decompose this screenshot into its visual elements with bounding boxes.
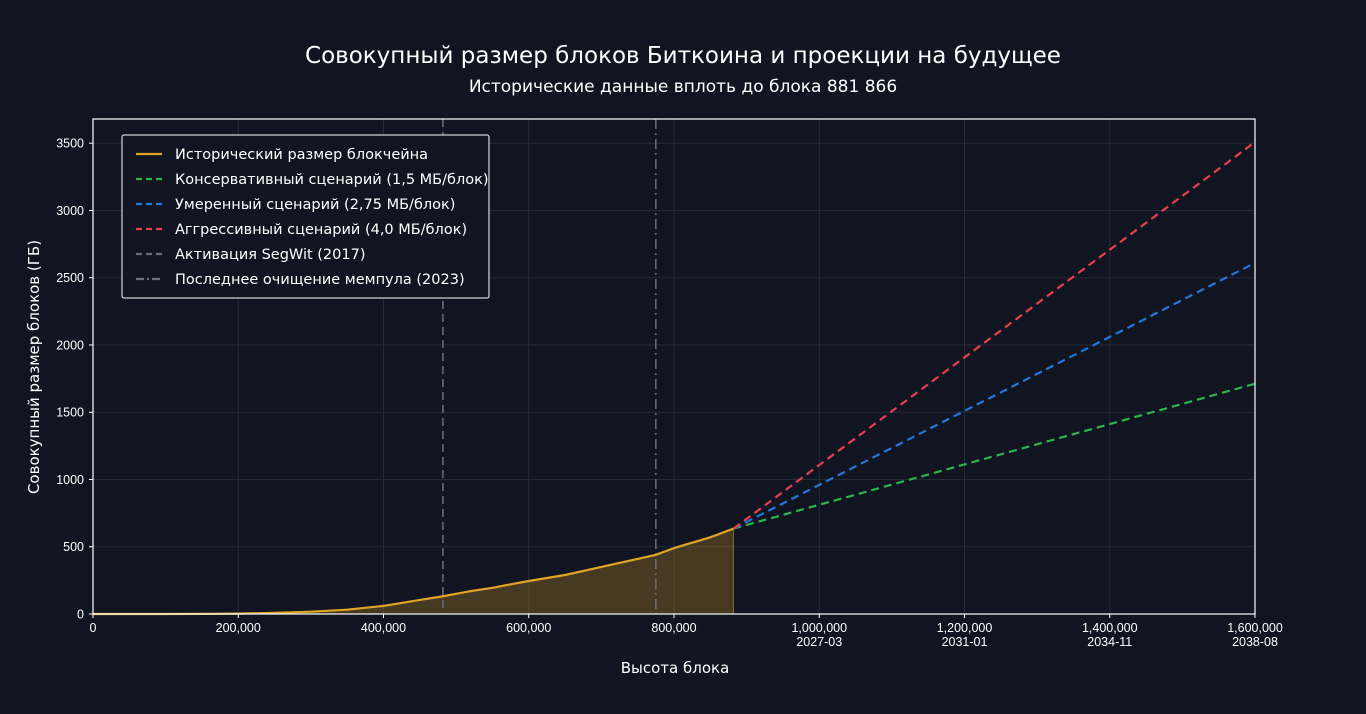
x-tick-label: 600,000 bbox=[506, 621, 551, 635]
x-tick-label: 0 bbox=[90, 621, 97, 635]
series-aggressive-line bbox=[732, 141, 1256, 530]
legend-label-vline-mempool: Последнее очищение мемпула (2023) bbox=[175, 272, 465, 288]
legend-label-vline-segwit: Активация SegWit (2017) bbox=[175, 247, 366, 263]
y-tick-label: 1500 bbox=[56, 406, 84, 420]
x-tick-label: 1,200,000 bbox=[937, 621, 993, 635]
x-tick-label: 800,000 bbox=[651, 621, 696, 635]
x-tick-date: 2027-03 bbox=[796, 635, 842, 649]
legend-label-series-conservative: Консервативный сценарий (1,5 МБ/блок) bbox=[175, 172, 489, 188]
x-tick-label: 200,000 bbox=[216, 621, 261, 635]
y-tick-label: 3000 bbox=[56, 204, 84, 218]
legend-label-series-aggressive: Аггрессивный сценарий (4,0 МБ/блок) bbox=[175, 222, 467, 238]
x-tick-label: 1,600,000 bbox=[1227, 621, 1283, 635]
y-axis-label: Совокупный размер блоков (ГБ) bbox=[25, 240, 43, 494]
y-tick-label: 2500 bbox=[56, 271, 84, 285]
legend: Исторический размер блокчейна Консерватив… bbox=[121, 134, 490, 299]
y-tick-label: 3500 bbox=[56, 137, 84, 151]
x-tick-label: 1,000,000 bbox=[791, 621, 847, 635]
series-moderate-line bbox=[733, 261, 1256, 530]
y-tick-label: 500 bbox=[63, 540, 84, 554]
y-tick-label: 2000 bbox=[56, 338, 84, 352]
x-tick-date: 2034-11 bbox=[1087, 635, 1132, 649]
chart-subtitle: Исторические данные вплоть до блока 881 … bbox=[469, 77, 897, 97]
historical-area-fill bbox=[93, 528, 734, 614]
legend-label-series-moderate: Умеренный сценарий (2,75 МБ/блок) bbox=[175, 197, 455, 213]
chart-title: Совокупный размер блоков Биткоина и прое… bbox=[305, 43, 1061, 69]
x-tick-date: 2038-08 bbox=[1232, 635, 1278, 649]
y-tick-label: 1000 bbox=[56, 473, 84, 487]
x-tick-label: 400,000 bbox=[361, 621, 406, 635]
x-tick-date: 2031-01 bbox=[942, 635, 988, 649]
y-tick-label: 0 bbox=[77, 608, 84, 622]
legend-box bbox=[121, 134, 490, 299]
legend-label-series-historical: Исторический размер блокчейна bbox=[175, 147, 428, 163]
x-tick-label: 1,400,000 bbox=[1082, 621, 1138, 635]
x-axis-label: Высота блока bbox=[621, 659, 730, 677]
series-historical-line bbox=[93, 527, 734, 616]
